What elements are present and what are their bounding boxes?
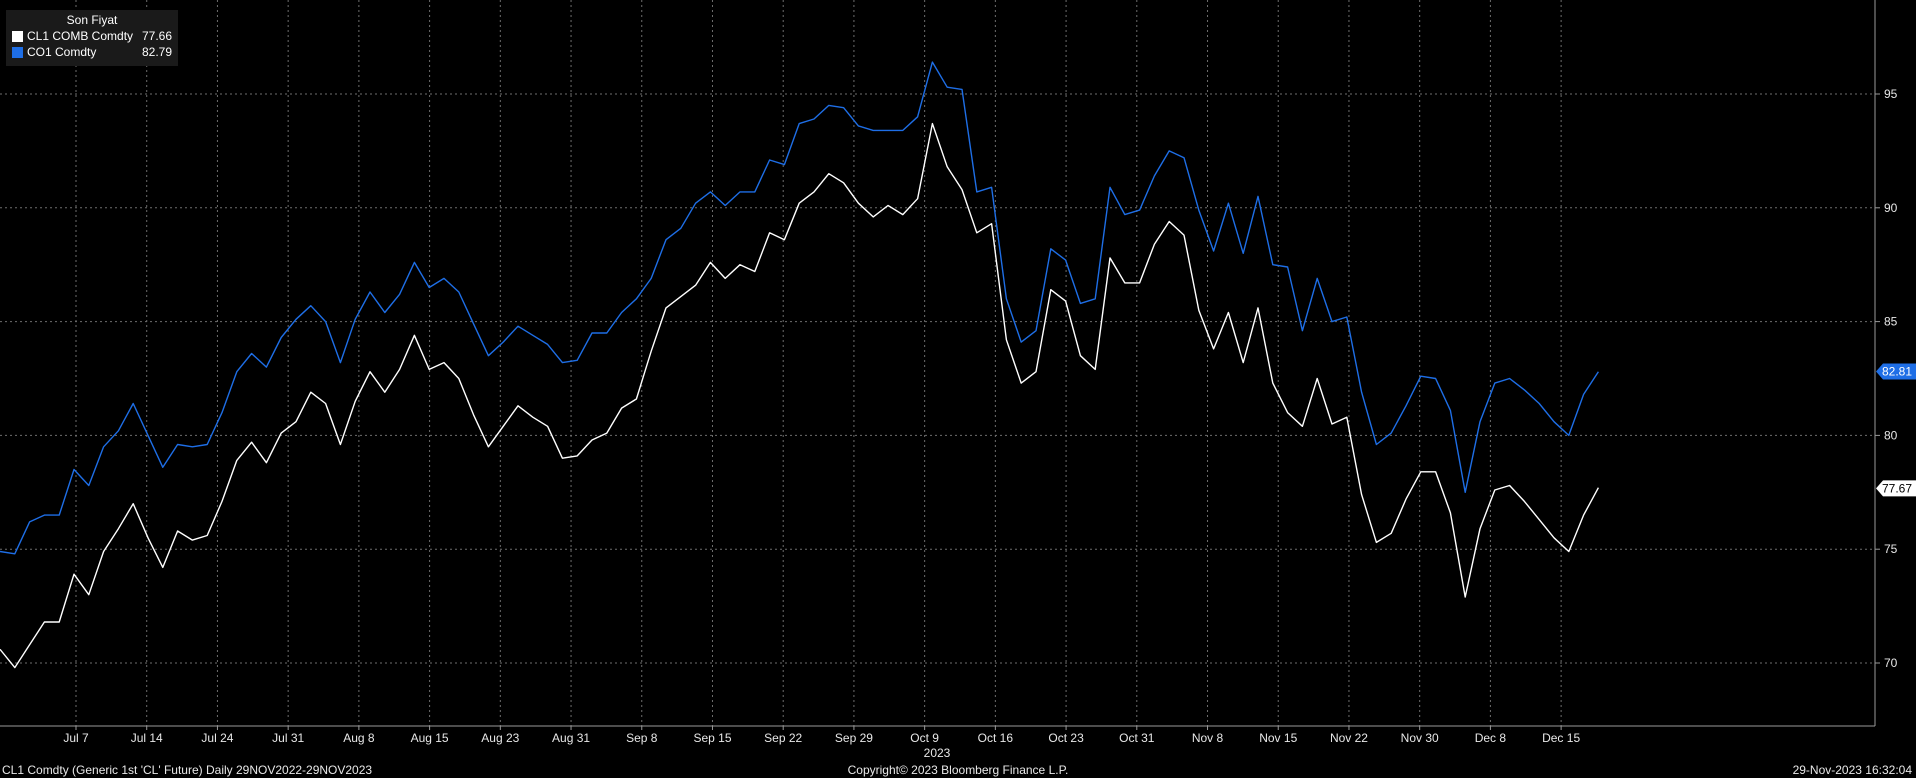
legend-item-value: 77.66 <box>141 29 172 43</box>
x-tick-label: Sep 15 <box>693 731 731 745</box>
legend-swatch-blue <box>12 47 23 58</box>
x-tick-label: Oct 16 <box>978 731 1014 745</box>
y-axis-ticks: 70 75 80 85 90 95 <box>1875 87 1898 670</box>
x-tick-label: Aug 23 <box>481 731 519 745</box>
legend-item-cl1: CL1 COMB Comdty 77.66 <box>12 29 172 44</box>
last-value-label: 77.67 <box>1882 481 1912 495</box>
x-tick-label: Nov 15 <box>1259 731 1297 745</box>
last-value-tag <box>1876 480 1916 497</box>
x-tick-label: Jul 31 <box>272 731 304 745</box>
x-axis-ticks: Jul 7 Jul 14 Jul 24 Jul 31 Aug 8 Aug 15 Aug 23… <box>63 726 1580 745</box>
x-tick-label: Oct 9 <box>910 731 939 745</box>
legend-swatch-white <box>12 31 23 42</box>
series-line-co1 <box>0 61 1599 555</box>
x-tick-label: Aug 8 <box>343 731 375 745</box>
footer-security-info: CL1 Comdty (Generic 1st 'CL' Future) Dai… <box>2 763 373 777</box>
x-tick-label: Sep 29 <box>835 731 873 745</box>
x-tick-label: Jul 24 <box>201 731 233 745</box>
y-tick-label: 95 <box>1884 87 1898 101</box>
y-tick-label: 75 <box>1884 542 1898 556</box>
footer-timestamp: 29-Nov-2023 16:32:04 <box>1792 763 1912 777</box>
legend-item-co1: CO1 Comdty 82.79 <box>12 45 172 60</box>
y-tick-label: 80 <box>1884 428 1898 442</box>
x-tick-label: Oct 23 <box>1048 731 1084 745</box>
x-tick-label: Nov 22 <box>1330 731 1368 745</box>
y-tick-label: 90 <box>1884 201 1898 215</box>
x-tick-label: Nov 8 <box>1192 731 1224 745</box>
chart-legend: Son Fiyat CL1 COMB Comdty 77.66 CO1 Comd… <box>6 10 178 66</box>
x-tick-label: Aug 15 <box>411 731 449 745</box>
x-tick-label: Sep 8 <box>626 731 658 745</box>
x-tick-label: Sep 22 <box>764 731 802 745</box>
x-tick-label: Oct 31 <box>1119 731 1155 745</box>
last-value-label: 82.81 <box>1882 364 1912 378</box>
chart-grid <box>0 0 1875 726</box>
x-tick-label: Jul 7 <box>63 731 89 745</box>
legend-title: Son Fiyat <box>66 13 118 27</box>
x-year-label: 2023 <box>924 746 951 760</box>
legend-item-value: 82.79 <box>141 45 172 59</box>
footer-copyright: Copyright© 2023 Bloomberg Finance L.P. <box>847 763 1069 777</box>
y-tick-label: 70 <box>1884 656 1898 670</box>
x-tick-label: Dec 15 <box>1542 731 1580 745</box>
last-value-labels: 77.67 82.81 <box>1876 363 1916 497</box>
y-tick-label: 85 <box>1884 315 1898 329</box>
x-tick-label: Nov 30 <box>1401 731 1439 745</box>
x-tick-label: Jul 14 <box>131 731 163 745</box>
last-value-tag <box>1876 363 1916 380</box>
x-tick-label: Aug 31 <box>552 731 590 745</box>
series-line-cl1 <box>0 122 1600 669</box>
legend-item-label: CO1 Comdty <box>27 45 97 59</box>
series-lines <box>0 61 1600 669</box>
x-tick-label: Dec 8 <box>1475 731 1507 745</box>
legend-item-label: CL1 COMB Comdty <box>27 29 134 43</box>
